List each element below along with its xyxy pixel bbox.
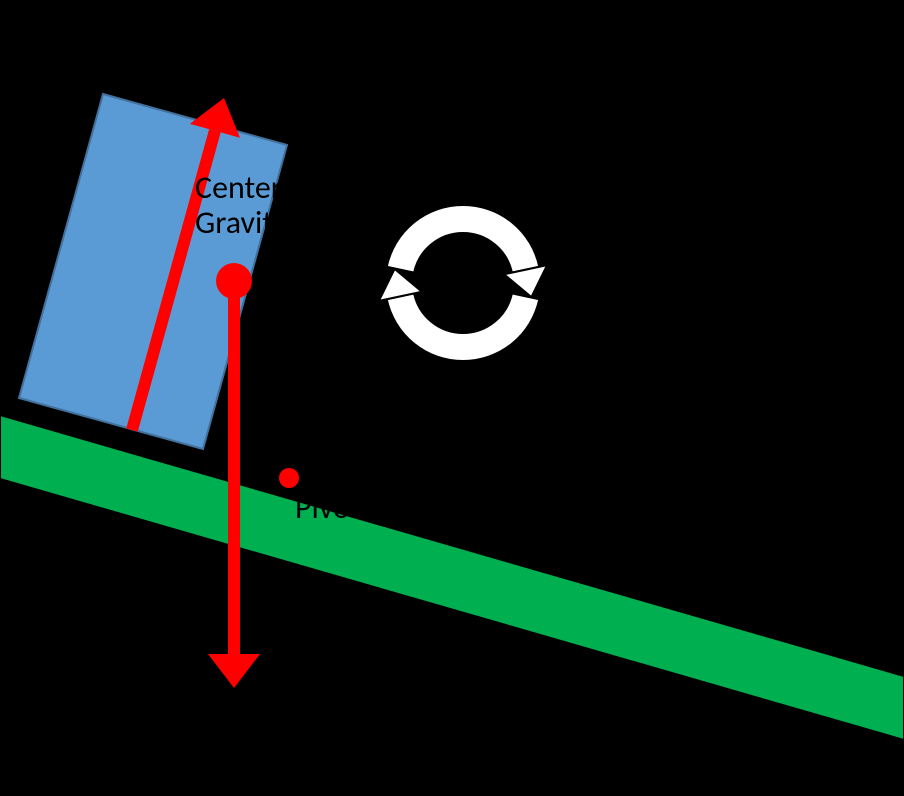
gravity-arrow-head bbox=[208, 654, 260, 688]
cog-label-line2: Gravity bbox=[195, 205, 316, 240]
rotation-arrow-bottom bbox=[387, 293, 540, 361]
physics-diagram bbox=[0, 0, 904, 796]
center-of-gravity-dot bbox=[216, 263, 252, 299]
center-of-gravity-label: Center of Gravity bbox=[195, 170, 316, 240]
pivot-label: Pivot bbox=[295, 490, 361, 525]
rotation-arrow-top bbox=[387, 205, 540, 273]
pivot-dot bbox=[279, 468, 299, 488]
incline-plane bbox=[0, 415, 904, 740]
cog-label-line1: Center of bbox=[195, 170, 316, 205]
